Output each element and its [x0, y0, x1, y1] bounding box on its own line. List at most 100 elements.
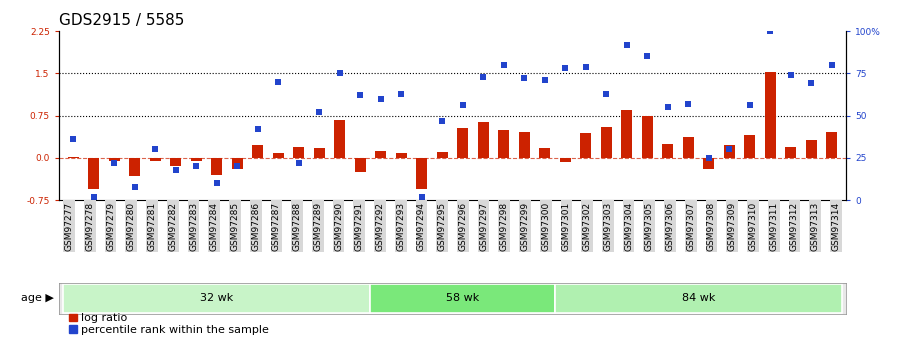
Legend: log ratio, percentile rank within the sample: log ratio, percentile rank within the sa…: [64, 309, 273, 339]
Text: GSM97298: GSM97298: [500, 202, 509, 251]
Point: [517, 76, 531, 81]
Text: 84 wk: 84 wk: [681, 294, 715, 303]
Point: [353, 92, 367, 98]
Point: [414, 194, 429, 199]
Bar: [621, 110, 633, 158]
Text: age ▶: age ▶: [22, 294, 54, 303]
Point: [558, 66, 573, 71]
Bar: [539, 148, 550, 158]
Bar: [559, 158, 571, 162]
Text: GSM97293: GSM97293: [396, 202, 405, 251]
Point: [620, 42, 634, 47]
Bar: [211, 158, 223, 175]
Point: [497, 62, 511, 68]
Bar: [744, 135, 756, 158]
Point: [312, 109, 327, 115]
Bar: [149, 158, 161, 161]
Bar: [416, 158, 427, 189]
Bar: [191, 158, 202, 161]
Bar: [457, 128, 469, 158]
Bar: [68, 157, 79, 158]
Point: [701, 155, 716, 161]
Text: GSM97283: GSM97283: [189, 202, 198, 251]
Bar: [272, 153, 284, 158]
Point: [722, 147, 737, 152]
FancyBboxPatch shape: [370, 284, 555, 313]
Text: GSM97305: GSM97305: [645, 202, 653, 251]
Bar: [826, 132, 837, 158]
Point: [681, 101, 696, 107]
Bar: [395, 153, 407, 158]
Point: [87, 194, 101, 199]
Bar: [314, 148, 325, 158]
Bar: [519, 132, 530, 158]
Bar: [109, 158, 119, 161]
Point: [128, 184, 142, 189]
Text: GSM97303: GSM97303: [604, 202, 613, 251]
Text: GSM97295: GSM97295: [438, 202, 447, 251]
Bar: [170, 158, 181, 166]
Text: GSM97281: GSM97281: [148, 202, 157, 251]
Point: [107, 160, 121, 166]
Point: [455, 103, 470, 108]
Point: [784, 72, 798, 78]
Text: GSM97289: GSM97289: [313, 202, 322, 251]
Bar: [724, 146, 735, 158]
Point: [394, 91, 408, 96]
Bar: [375, 151, 386, 158]
Point: [189, 164, 204, 169]
Text: GSM97310: GSM97310: [748, 202, 757, 251]
Text: GSM97290: GSM97290: [334, 202, 343, 251]
Point: [251, 126, 265, 132]
Point: [824, 62, 839, 68]
Text: GSM97312: GSM97312: [790, 202, 799, 251]
Text: GSM97299: GSM97299: [520, 202, 529, 251]
Text: 32 wk: 32 wk: [200, 294, 233, 303]
Text: GSM97277: GSM97277: [64, 202, 73, 251]
Bar: [580, 133, 591, 158]
Text: GSM97309: GSM97309: [728, 202, 737, 251]
Point: [332, 71, 347, 76]
FancyBboxPatch shape: [555, 284, 842, 313]
Text: GSM97301: GSM97301: [562, 202, 571, 251]
Point: [743, 103, 757, 108]
Point: [209, 180, 224, 186]
Text: GSM97311: GSM97311: [769, 202, 778, 251]
Text: GSM97285: GSM97285: [231, 202, 240, 251]
Point: [476, 74, 491, 79]
Text: GSM97302: GSM97302: [583, 202, 592, 251]
Text: GSM97296: GSM97296: [458, 202, 467, 251]
Point: [66, 137, 81, 142]
Point: [578, 64, 593, 69]
Bar: [601, 127, 612, 158]
Text: GSM97278: GSM97278: [85, 202, 94, 251]
Bar: [232, 158, 243, 169]
Bar: [88, 158, 100, 189]
Text: GSM97286: GSM97286: [252, 202, 260, 251]
Text: GSM97291: GSM97291: [355, 202, 364, 251]
Bar: [334, 119, 346, 158]
Bar: [498, 130, 510, 158]
Point: [599, 91, 614, 96]
Point: [538, 77, 552, 83]
Text: GSM97300: GSM97300: [541, 202, 550, 251]
Text: GSM97287: GSM97287: [272, 202, 281, 251]
Bar: [805, 140, 817, 158]
Text: GSM97280: GSM97280: [127, 202, 136, 251]
Point: [804, 81, 818, 86]
Point: [661, 104, 675, 110]
Point: [168, 167, 183, 172]
Text: GSM97284: GSM97284: [210, 202, 219, 251]
Bar: [703, 158, 714, 169]
Text: GSM97297: GSM97297: [479, 202, 488, 251]
Bar: [765, 72, 776, 158]
Bar: [355, 158, 366, 172]
Bar: [436, 152, 448, 158]
Text: GSM97292: GSM97292: [376, 202, 385, 251]
Text: GSM97288: GSM97288: [292, 202, 301, 251]
Point: [763, 28, 777, 34]
Bar: [252, 146, 263, 158]
Point: [271, 79, 285, 85]
Point: [148, 147, 162, 152]
Text: 58 wk: 58 wk: [446, 294, 480, 303]
